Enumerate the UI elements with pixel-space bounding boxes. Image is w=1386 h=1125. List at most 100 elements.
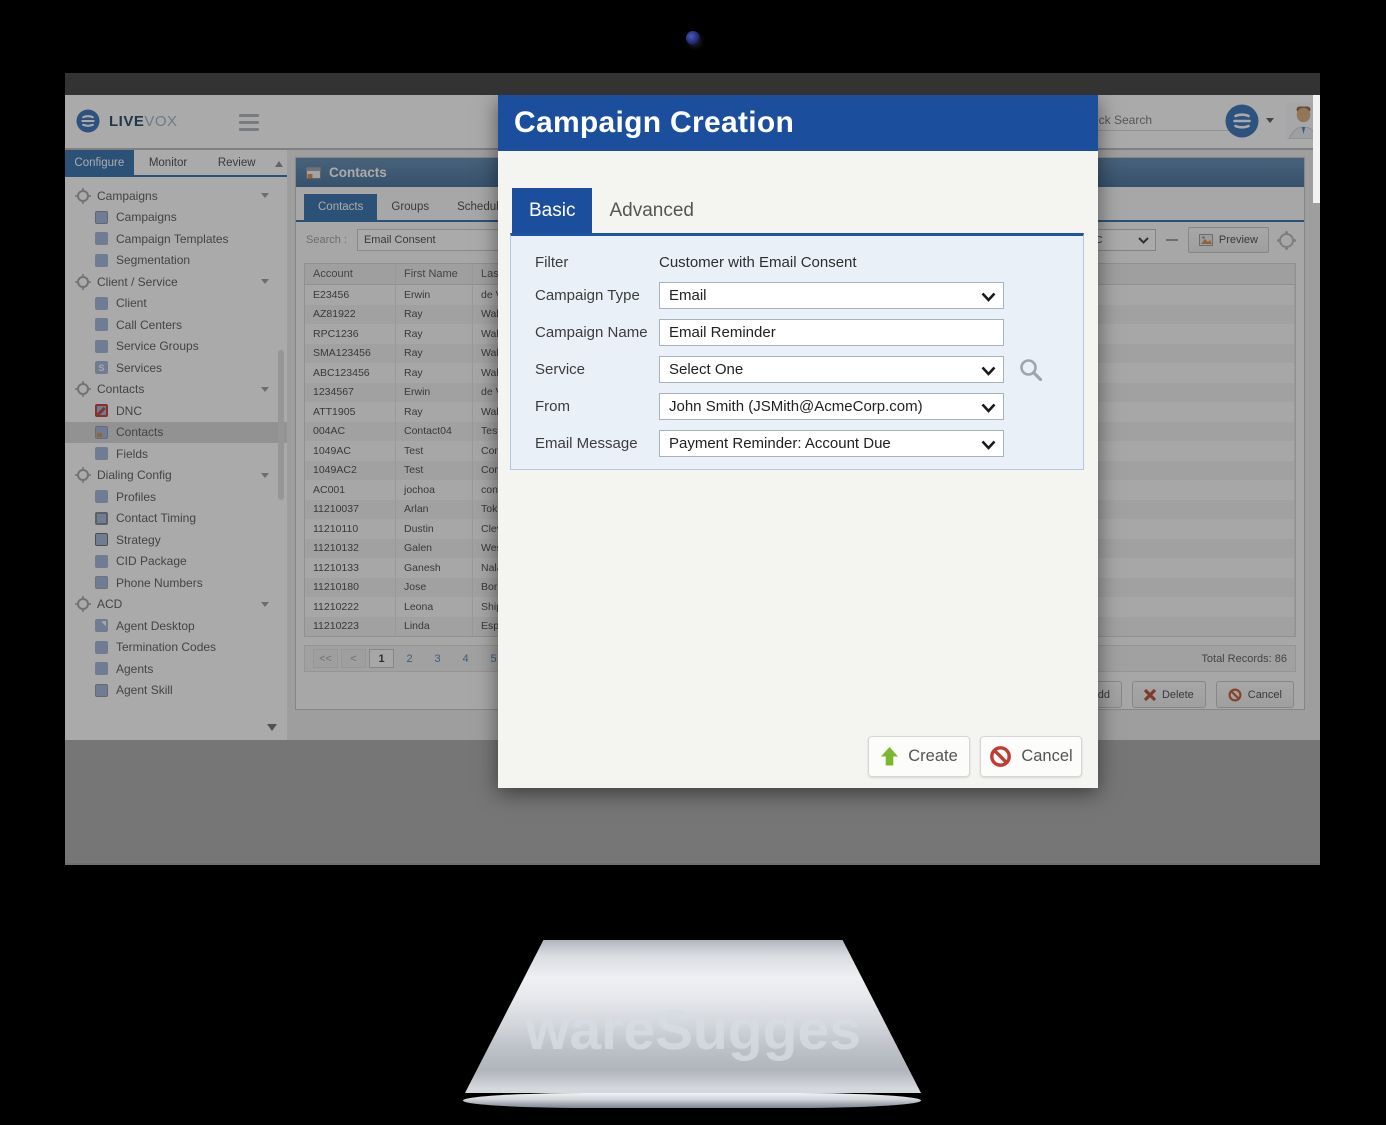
page-scrollbar[interactable] [1313, 95, 1320, 203]
contacts-tab[interactable]: Contacts [304, 194, 378, 220]
sidebar-item[interactable]: Termination Codes [65, 637, 287, 659]
menu-hamburger-icon[interactable] [239, 114, 259, 135]
toolbar-dash-icon [1165, 239, 1178, 241]
sidebar-item-label: Agent Desktop [116, 618, 195, 633]
chevron-down-icon [981, 440, 996, 450]
sidebar-tab[interactable]: Monitor [148, 156, 188, 169]
app-switcher-button[interactable] [1225, 104, 1259, 138]
sidebar-item[interactable]: Contact Timing [65, 508, 287, 530]
chevron-down-icon [981, 403, 996, 413]
sidebar-item[interactable]: Dialing Config [65, 465, 287, 487]
modal-tab[interactable]: Basic [512, 188, 593, 233]
total-records: Total Records: 86 [1201, 652, 1287, 665]
sidebar-item-label: Contacts [97, 382, 145, 397]
from-row: From John Smith (JSMith@AcmeCorp.com) [535, 388, 1083, 425]
sidebar-item[interactable]: Contacts [65, 421, 287, 443]
page-button[interactable]: < [341, 649, 366, 668]
sidebar-item[interactable]: Service Groups [65, 336, 287, 358]
search-icon[interactable] [1018, 357, 1044, 383]
page-button[interactable]: 1 [369, 649, 394, 668]
chevron-down-icon [981, 366, 996, 376]
sidebar-item[interactable]: Segmentation [65, 250, 287, 272]
cell-last-name: Ship [473, 597, 1295, 617]
switcher-caret-icon[interactable] [1266, 118, 1274, 127]
sidebar-item[interactable]: Phone Numbers [65, 572, 287, 594]
sidebar-item[interactable]: CID Package [65, 551, 287, 573]
sidebar-tab[interactable]: Review [217, 156, 256, 169]
campaign-form: Filter Customer with Email Consent Campa… [510, 233, 1084, 470]
campaign-name-input[interactable] [659, 319, 1004, 346]
cell-first-name: Ganesh [396, 558, 473, 578]
campaign-creation-modal: Campaign Creation Basic Advanced Filter … [498, 95, 1098, 788]
image-icon [1198, 234, 1213, 246]
sidebar-item[interactable]: Campaign Templates [65, 228, 287, 250]
sidebar-scroll-down-icon[interactable] [267, 724, 277, 736]
page-button[interactable]: 5 [490, 652, 497, 665]
sidebar-item[interactable]: Agent Desktop [65, 615, 287, 637]
sidebar-item-label: CID Package [116, 554, 187, 569]
sidebar-item[interactable]: Client [65, 293, 287, 315]
create-button[interactable]: Create [868, 736, 970, 777]
contacts-tab[interactable]: Groups [391, 201, 430, 213]
cancel-button[interactable]: Cancel [1215, 681, 1294, 708]
modal-tab[interactable]: Advanced [609, 199, 694, 221]
cell-account: 1049AC2 [305, 460, 396, 480]
sidebar-item-label: Strategy [116, 532, 161, 547]
sidebar-item[interactable]: Fields [65, 443, 287, 465]
sidebar-scrollbar-thumb[interactable] [278, 350, 284, 500]
cell-account: 004AC [305, 421, 396, 441]
sidebar-item[interactable]: Agents [65, 658, 287, 680]
sidebar-item[interactable]: DNC [65, 400, 287, 422]
arrow-up-icon [881, 746, 899, 765]
from-select[interactable]: John Smith (JSMith@AcmeCorp.com) [659, 393, 1004, 420]
email-message-select[interactable]: Payment Reminder: Account Due [659, 430, 1004, 457]
sidebar-item-icon [95, 210, 108, 224]
cell-account: 1234567 [305, 382, 396, 402]
settings-gear-icon[interactable] [1279, 232, 1294, 248]
table-header-cell[interactable]: Last [473, 264, 1295, 284]
sidebar-item-icon [95, 533, 108, 547]
cell-account: SMA123456 [305, 343, 396, 363]
sidebar-item-icon [95, 361, 108, 375]
cell-first-name: Ray [396, 324, 473, 344]
cell-first-name: Linda [396, 616, 473, 636]
sidebar-item[interactable]: Call Centers [65, 314, 287, 336]
sidebar-item-label: Services [116, 360, 163, 375]
cell-last-name: de V [473, 382, 1295, 402]
table-header-cell[interactable]: Account [305, 264, 396, 284]
sidebar-item[interactable]: Contacts [65, 379, 287, 401]
table-header-cell[interactable]: First Name [396, 264, 473, 284]
preview-button[interactable]: Preview [1187, 227, 1269, 253]
delete-button[interactable]: Delete [1131, 681, 1206, 708]
sidebar-item[interactable]: ACD [65, 594, 287, 616]
sidebar-item[interactable]: Agent Skill [65, 680, 287, 702]
page-button[interactable]: 3 [434, 652, 441, 665]
sidebar-item[interactable]: Profiles [65, 486, 287, 508]
campaign-type-select[interactable]: Email [659, 282, 1004, 309]
cell-last-name: de V [473, 285, 1295, 305]
brand-live: LIVE [109, 112, 145, 130]
sidebar-item[interactable]: Strategy [65, 529, 287, 551]
cell-last-name: Nala [473, 558, 1295, 578]
cell-last-name: Boru [473, 577, 1295, 597]
sidebar-item[interactable]: Services [65, 357, 287, 379]
sidebar-item-icon [95, 296, 108, 310]
livevox-brand: LIVEVOX [76, 109, 178, 133]
cell-first-name: Ray [396, 304, 473, 324]
service-select[interactable]: Select One [659, 356, 1004, 383]
sidebar-item[interactable]: Campaigns [65, 185, 287, 207]
modal-cancel-button[interactable]: Cancel [980, 736, 1082, 777]
search-label: Search : [306, 234, 347, 246]
page-button[interactable]: 4 [462, 652, 469, 665]
campaign-name-label: Campaign Name [535, 324, 648, 341]
page-button[interactable]: << [313, 649, 338, 668]
sidebar-tab[interactable]: Configure [65, 150, 134, 175]
contacts-title-icon [306, 166, 321, 179]
filter-label: Filter [535, 253, 569, 271]
quick-search-input[interactable] [1078, 110, 1234, 131]
sidebar-scroll-up-icon[interactable] [275, 157, 283, 167]
page-button[interactable]: 2 [406, 652, 413, 665]
sidebar-item-label: ACD [97, 597, 123, 612]
sidebar-item[interactable]: Campaigns [65, 207, 287, 229]
sidebar-item[interactable]: Client / Service [65, 271, 287, 293]
